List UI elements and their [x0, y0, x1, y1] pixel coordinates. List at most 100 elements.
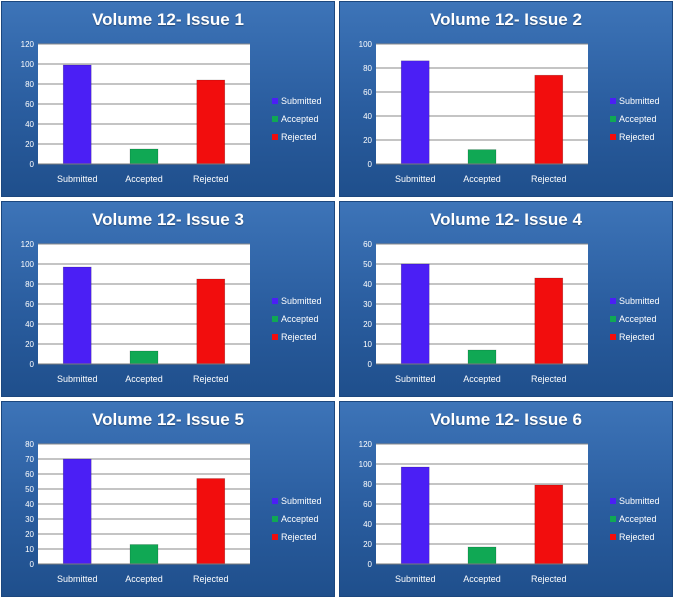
y-tick-label: 30	[25, 515, 34, 524]
legend-label: Submitted	[619, 496, 660, 506]
legend-label: Accepted	[281, 114, 319, 124]
x-category-label: Rejected	[193, 374, 229, 384]
legend-swatch	[610, 316, 616, 322]
chart-panel: Volume 12- Issue 3 0 20 40 60 80 100 120 Submitt…	[1, 201, 335, 397]
legend-swatch	[272, 116, 278, 122]
y-tick-label: 20	[25, 140, 34, 149]
legend-label: Accepted	[619, 514, 657, 524]
legend-item: Submitted	[272, 492, 322, 510]
y-tick-label: 70	[25, 455, 34, 464]
legend-item: Rejected	[272, 528, 322, 546]
bar-chart: 0 20 40 60 80 100 120 Submitted Accepted Rejected	[21, 240, 250, 384]
legend-swatch	[610, 334, 616, 340]
bar-accepted	[129, 350, 159, 365]
x-category-label: Accepted	[463, 574, 501, 584]
legend-swatch	[610, 498, 616, 504]
legend-label: Accepted	[281, 514, 319, 524]
bar-rejected	[196, 278, 226, 365]
legend-item: Accepted	[272, 110, 322, 128]
legend-swatch	[610, 134, 616, 140]
y-tick-label: 20	[363, 540, 372, 549]
y-tick-label: 80	[25, 280, 34, 289]
legend-label: Accepted	[619, 314, 657, 324]
y-tick-label: 20	[25, 530, 34, 539]
y-tick-label: 60	[363, 88, 372, 97]
y-tick-label: 40	[25, 320, 34, 329]
y-tick-label: 60	[25, 300, 34, 309]
y-tick-label: 80	[363, 64, 372, 73]
legend-label: Submitted	[619, 96, 660, 106]
x-category-label: Accepted	[125, 374, 163, 384]
y-tick-label: 40	[363, 280, 372, 289]
y-tick-label: 30	[363, 300, 372, 309]
bar-chart: 0 10 20 30 40 50 60 Submitted Accepted Rejected	[363, 240, 588, 384]
x-category-label: Submitted	[395, 374, 436, 384]
x-category-label: Accepted	[463, 174, 501, 184]
legend-label: Rejected	[281, 132, 317, 142]
legend-label: Rejected	[281, 332, 317, 342]
legend-item: Accepted	[272, 310, 322, 328]
x-category-label: Accepted	[463, 374, 501, 384]
legend-item: Accepted	[610, 310, 660, 328]
y-tick-label: 10	[25, 545, 34, 554]
chart-title: Volume 12- Issue 2	[430, 10, 582, 29]
x-category-label: Submitted	[57, 174, 98, 184]
y-tick-label: 100	[359, 40, 373, 49]
chart-title: Volume 12- Issue 4	[430, 210, 582, 229]
y-tick-label: 60	[363, 240, 372, 249]
legend-swatch	[272, 316, 278, 322]
y-tick-label: 0	[368, 360, 373, 369]
bar-chart: 0 10 20 30 40 50 60 70 80 Submitted Accepted Reject…	[25, 440, 250, 584]
y-tick-label: 100	[21, 60, 35, 69]
x-category-label: Rejected	[531, 574, 567, 584]
bar-rejected	[534, 484, 564, 565]
legend-item: Accepted	[610, 110, 660, 128]
legend-swatch	[272, 516, 278, 522]
bar-rejected	[196, 478, 226, 565]
y-tick-label: 40	[25, 500, 34, 509]
y-tick-label: 60	[25, 470, 34, 479]
y-tick-label: 50	[25, 485, 34, 494]
chart-legend: Submitted Accepted Rejected	[610, 92, 660, 146]
y-tick-label: 50	[363, 260, 372, 269]
legend-swatch	[272, 98, 278, 104]
bar-submitted	[62, 64, 92, 165]
legend-label: Submitted	[281, 96, 322, 106]
x-category-label: Rejected	[531, 374, 567, 384]
chart-panel: Volume 12- Issue 5 0 10 20 30 40 50 60 70 80 Submi…	[1, 401, 335, 597]
chart-legend: Submitted Accepted Rejected	[272, 92, 322, 146]
y-tick-label: 120	[21, 240, 35, 249]
bar-submitted	[62, 458, 92, 565]
chart-legend: Submitted Accepted Rejected	[610, 292, 660, 346]
legend-label: Submitted	[281, 296, 322, 306]
legend-label: Rejected	[619, 532, 655, 542]
y-tick-label: 60	[25, 100, 34, 109]
chart-legend: Submitted Accepted Rejected	[272, 292, 322, 346]
y-tick-label: 0	[368, 560, 373, 569]
x-category-label: Rejected	[193, 574, 229, 584]
chart-title: Volume 12- Issue 5	[92, 410, 244, 429]
bar-submitted	[400, 466, 430, 565]
y-tick-label: 20	[363, 320, 372, 329]
bar-chart: 0 20 40 60 80 100 120 Submitted Accepted Rejected	[359, 440, 588, 584]
legend-label: Accepted	[281, 314, 319, 324]
legend-label: Submitted	[281, 496, 322, 506]
legend-item: Submitted	[272, 92, 322, 110]
x-category-label: Submitted	[395, 574, 436, 584]
x-category-label: Submitted	[395, 174, 436, 184]
chart-panel: Volume 12- Issue 2 0 20 40 60 80 100 Submitted A…	[339, 1, 673, 197]
y-tick-label: 0	[30, 560, 35, 569]
legend-item: Accepted	[272, 510, 322, 528]
bar-chart: 0 20 40 60 80 100 Submitted Accepted Rejected	[359, 40, 588, 184]
y-tick-label: 40	[363, 112, 372, 121]
x-category-label: Submitted	[57, 574, 98, 584]
legend-swatch	[272, 498, 278, 504]
y-tick-label: 80	[25, 80, 34, 89]
legend-item: Rejected	[610, 128, 660, 146]
bar-accepted	[129, 544, 159, 565]
legend-item: Submitted	[610, 92, 660, 110]
y-tick-label: 100	[359, 460, 373, 469]
legend-item: Rejected	[610, 528, 660, 546]
x-category-label: Accepted	[125, 574, 163, 584]
legend-item: Submitted	[610, 292, 660, 310]
